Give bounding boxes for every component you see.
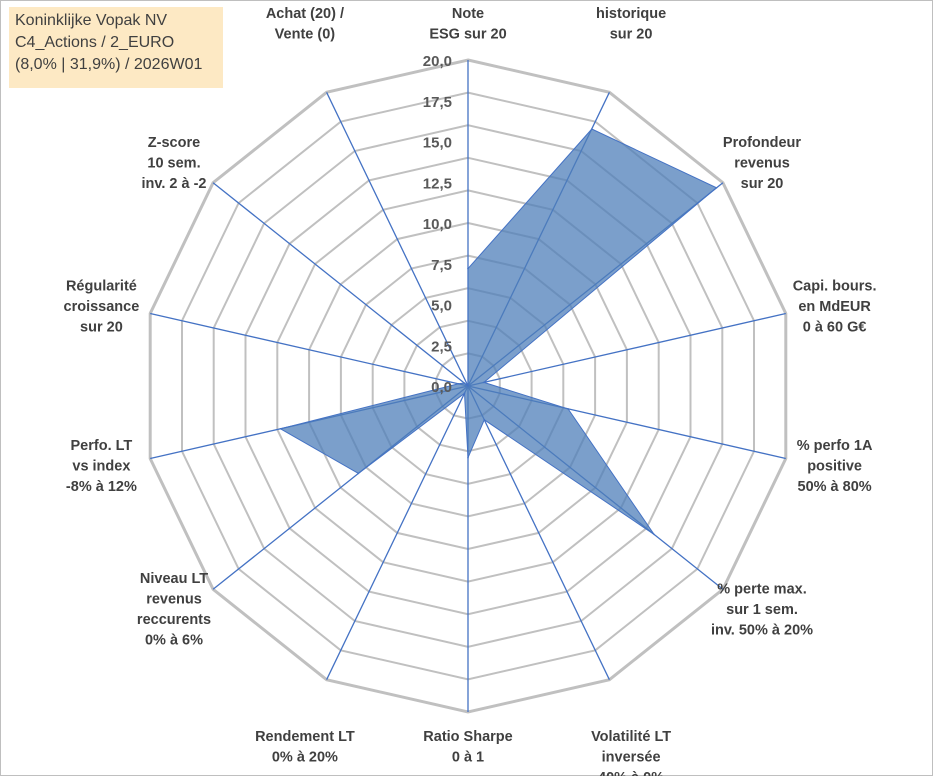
axis-label-line: positive <box>807 458 862 474</box>
data-point-1 <box>591 128 593 130</box>
data-point-10 <box>279 428 282 430</box>
info-box: Koninklijke Vopak NV C4_Actions / 2_EURO… <box>9 7 223 88</box>
axis-label-line: Z-score <box>148 135 200 151</box>
axis-label-3: Capi. bours. en MdEUR 0 à 60 G€ <box>793 279 877 336</box>
axis-label-line: Profondeur <box>592 0 670 2</box>
series-area-0 <box>279 128 718 535</box>
spoke-12 <box>212 182 469 387</box>
axis-label-line: reccurents <box>137 612 211 628</box>
info-stats-week: (8,0% | 31,9%) / 2026W01 <box>15 56 203 73</box>
axis-label-line: inversée <box>602 750 661 766</box>
axis-label-line: ESG sur 20 <box>429 27 506 43</box>
spoke-6 <box>467 385 610 680</box>
data-point-6 <box>483 419 486 421</box>
axis-label-line: 0% à 20% <box>272 750 338 766</box>
axis-label-line: Profondeur <box>723 135 801 151</box>
axis-label-1: Profondeur historique sur 20 <box>592 0 670 43</box>
tick-label: 2,5 <box>431 338 452 355</box>
data-point-5 <box>653 533 655 536</box>
axis-labels: Note ESG sur 20 Profondeur historique sur 20… <box>64 0 877 776</box>
radial-tick-labels: 0,0 2,5 5,0 7,5 10,0 12,5 15,0 17,5 20,0 <box>423 53 452 396</box>
tick-label: 20,0 <box>423 53 452 70</box>
spoke-13 <box>326 92 469 387</box>
axis-label-0: Note ESG sur 20 <box>429 6 506 43</box>
axis-label-line: Régularité <box>66 279 137 295</box>
data-point-3 <box>483 381 485 384</box>
data-point-0 <box>467 267 469 270</box>
axis-label-line: 0 à 1 <box>452 750 484 766</box>
axis-label-line: Ratio Sharpe <box>423 729 512 745</box>
axis-label-line: 10 sem. <box>147 156 200 172</box>
tick-label: 17,5 <box>423 94 452 111</box>
axis-label-line: Rendement LT <box>255 729 355 745</box>
axis-label-8: Rendement LT 0% à 20% <box>255 729 355 766</box>
axis-label-line: historique <box>596 6 666 22</box>
axis-label-line: 0 à 60 G€ <box>803 320 867 336</box>
axis-label-line: % perfo 1A <box>797 438 873 454</box>
axis-label-11: Régularité croissance sur 20 <box>64 279 140 336</box>
axis-label-4: % perfo 1A positive 50% à 80% <box>797 438 873 495</box>
data-point-13 <box>467 385 469 387</box>
axis-label-10: Perfo. LT vs index -8% à 12% <box>66 438 137 495</box>
axis-label-6: Volatilité LT inversée 40% à 0% <box>591 729 671 776</box>
axis-label-line: Vente (0) <box>275 27 336 43</box>
axis-label-line: 50% à 80% <box>798 479 872 495</box>
axis-label-5: % perte max. sur 1 sem. inv. 50% à 20% <box>711 582 813 639</box>
data-point-12 <box>463 382 466 384</box>
spoke-3 <box>467 312 786 387</box>
axis-label-9: Niveau LT revenus reccurents 0% à 6% <box>137 571 211 649</box>
axis-label-line: revenus <box>734 156 790 172</box>
data-point-2 <box>715 187 718 189</box>
data-point-8 <box>463 392 466 395</box>
tick-label: 15,0 <box>423 135 452 152</box>
tick-label: 5,0 <box>431 298 452 315</box>
radar-series <box>279 128 718 536</box>
axis-label-line: sur 20 <box>741 176 784 192</box>
axis-label-line: Achat (20) / <box>266 6 344 22</box>
axis-label-line: Perfo. LT <box>71 438 133 454</box>
info-company-name: Koninklijke Vopak NV <box>15 12 168 29</box>
data-point-4 <box>567 408 569 410</box>
axis-label-line: revenus <box>146 592 202 608</box>
spoke-8 <box>326 385 469 680</box>
axis-label-line: 0% à 6% <box>145 633 203 649</box>
axis-label-line: vs index <box>72 458 130 474</box>
axis-label-line: sur 20 <box>610 27 653 43</box>
axis-label-line: Note <box>452 6 484 22</box>
tick-label: 0,0 <box>431 379 452 396</box>
axis-label-line: Momentum <box>266 0 343 2</box>
axis-label-13: Momentum Achat (20) / Vente (0) <box>266 0 344 43</box>
axis-label-line: croissance <box>64 299 140 315</box>
spoke-11 <box>150 312 469 387</box>
axis-label-2: Profondeur revenus sur 20 <box>723 135 801 192</box>
data-point-7 <box>467 456 469 459</box>
info-category: C4_Actions / 2_EURO <box>15 34 175 51</box>
axis-label-line: 40% à 0% <box>598 770 664 776</box>
data-point-9 <box>357 472 360 475</box>
axis-label-7: Ratio Sharpe 0 à 1 <box>423 729 512 766</box>
axis-label-line: % perte max. <box>717 582 806 598</box>
axis-label-line: inv. 2 à -2 <box>141 176 206 192</box>
tick-label: 12,5 <box>423 175 452 192</box>
axis-label-line: Volatilité LT <box>591 729 671 745</box>
tick-label: 10,0 <box>423 216 452 233</box>
tick-label: 7,5 <box>431 257 452 274</box>
axis-label-line: en MdEUR <box>798 299 871 315</box>
axis-label-line: -8% à 12% <box>66 479 137 495</box>
data-point-11 <box>457 383 460 385</box>
axis-label-12: Z-score 10 sem. inv. 2 à -2 <box>141 135 206 192</box>
axis-label-line: sur 20 <box>80 320 123 336</box>
axis-label-line: Niveau LT <box>140 571 208 587</box>
axis-label-line: sur 1 sem. <box>726 602 798 618</box>
axis-label-line: Capi. bours. <box>793 279 877 295</box>
axis-label-line: inv. 50% à 20% <box>711 623 813 639</box>
